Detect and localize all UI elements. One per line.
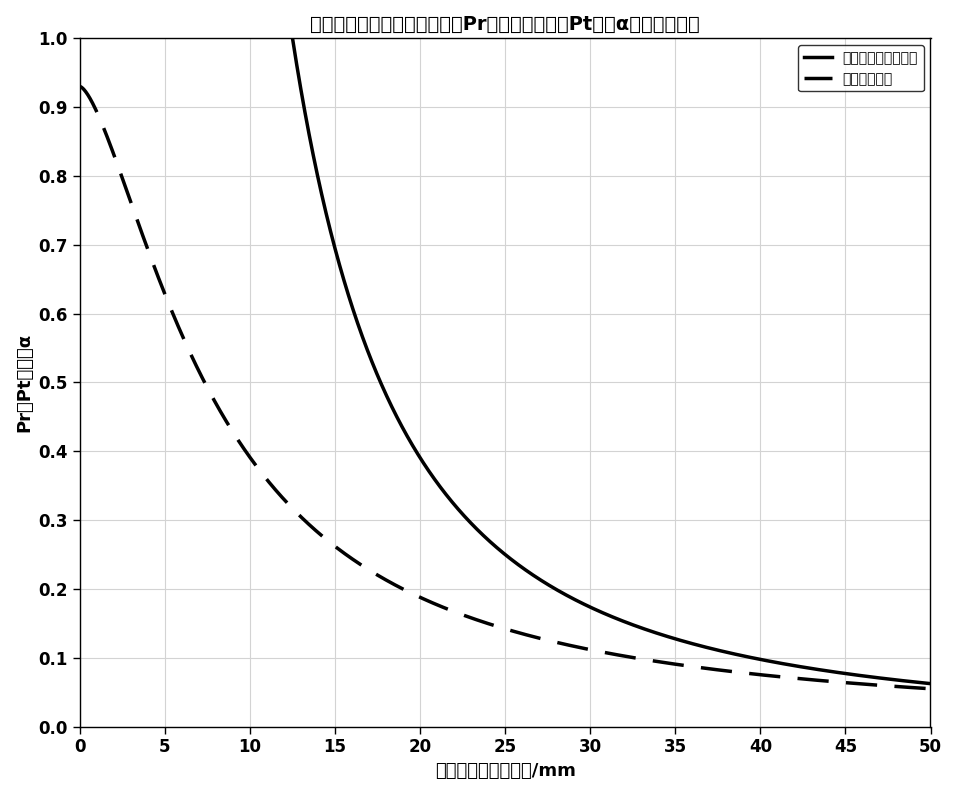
电磁仿真结果 bbox=[465, 613, 477, 622]
Title: 由金属板反射后接收到的功率Pr与逆向辐射功率Pt之比α随距离的变化: 由金属板反射后接收到的功率Pr与逆向辐射功率Pt之比α随距离的变化 bbox=[310, 15, 701, 34]
电磁仿真结果 bbox=[488, 621, 500, 630]
Line: 弗里斯公式计算结果: 弗里斯公式计算结果 bbox=[293, 38, 930, 684]
电磁仿真结果 bbox=[901, 682, 912, 692]
弗里斯公式计算结果 bbox=[924, 679, 936, 688]
Line: 电磁仿真结果: 电磁仿真结果 bbox=[79, 87, 930, 688]
弗里斯公式计算结果 bbox=[906, 677, 918, 686]
Legend: 弗里斯公式计算结果, 电磁仿真结果: 弗里斯公式计算结果, 电磁仿真结果 bbox=[798, 45, 924, 91]
X-axis label: 天线与金属板的距离/mm: 天线与金属板的距离/mm bbox=[434, 762, 575, 780]
电磁仿真结果 bbox=[900, 682, 911, 692]
弗里斯公式计算结果 bbox=[906, 677, 918, 686]
电磁仿真结果 bbox=[744, 669, 755, 678]
弗里斯公式计算结果 bbox=[287, 33, 299, 43]
弗里斯公式计算结果 bbox=[597, 608, 609, 618]
电磁仿真结果 bbox=[74, 82, 85, 91]
弗里斯公式计算结果 bbox=[320, 204, 331, 214]
弗里斯公式计算结果 bbox=[580, 600, 591, 610]
弗里斯公式计算结果 bbox=[790, 661, 801, 670]
Y-axis label: Pr与Pt的比值α: Pr与Pt的比值α bbox=[15, 333, 33, 432]
电磁仿真结果 bbox=[118, 176, 129, 185]
电磁仿真结果 bbox=[924, 684, 936, 693]
